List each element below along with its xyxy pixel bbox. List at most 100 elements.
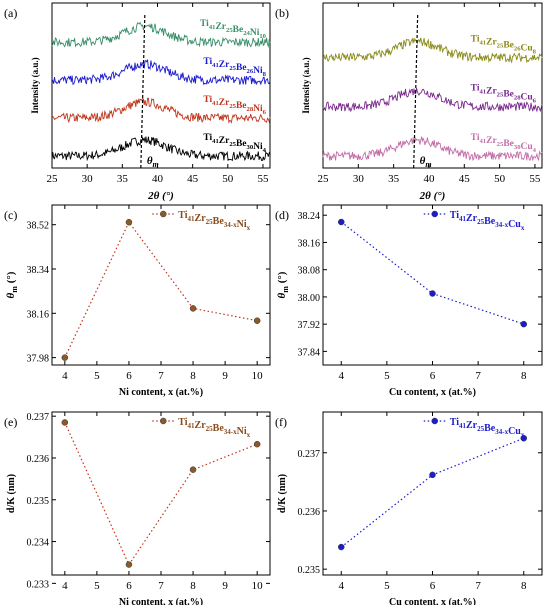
x-tick-label: 7 bbox=[475, 580, 481, 592]
data-point bbox=[520, 434, 527, 442]
panel-label: (b) bbox=[275, 6, 289, 20]
panel-c: 4 5 6 7 8 9 10 37.98 38.16 38.34 38.52 Ni content, … bbox=[4, 204, 271, 398]
x-axis-label: 2θ (°) bbox=[419, 190, 446, 202]
legend-label: Ti41Zr25Be34-xCux bbox=[450, 417, 525, 439]
y-tick-label: 38.16 bbox=[27, 309, 50, 320]
legend-marker bbox=[160, 210, 167, 218]
x-tick-label: 5 bbox=[94, 370, 100, 382]
y-tick-label: 37.98 bbox=[27, 354, 50, 365]
series-line bbox=[340, 221, 524, 325]
x-tick-label: 8 bbox=[190, 370, 196, 382]
data-point bbox=[338, 218, 345, 226]
x-tick-label: 40 bbox=[423, 173, 435, 185]
y-tick-label: 0.236 bbox=[298, 507, 321, 518]
x-tick-label: 50 bbox=[494, 173, 506, 185]
data-point bbox=[520, 320, 527, 328]
data-point bbox=[189, 305, 197, 312]
y-axis-label: θm (°) bbox=[5, 271, 19, 298]
panel-label: (c) bbox=[4, 208, 17, 222]
series-line bbox=[64, 221, 258, 358]
x-tick-label: 55 bbox=[529, 173, 541, 185]
panel-e: 4 5 6 7 8 9 10 0.233 0.234 0.235 0.236 0.237 Ni cont… bbox=[4, 411, 271, 605]
series-line bbox=[64, 422, 258, 566]
y-tick-label: 0.237 bbox=[27, 412, 50, 423]
data-point bbox=[61, 419, 69, 426]
x-tick-label: 9 bbox=[222, 370, 228, 382]
series-label: Ti41Zr25Be26Ni8 bbox=[203, 57, 266, 78]
x-tick-label: 6 bbox=[430, 370, 436, 382]
data-point bbox=[61, 354, 69, 361]
panel-label: (e) bbox=[4, 415, 17, 429]
panel-label: (d) bbox=[275, 208, 289, 222]
y-tick-label: 0.234 bbox=[27, 538, 50, 549]
x-tick-label: 8 bbox=[521, 580, 527, 592]
y-tick-label: 38.16 bbox=[298, 238, 321, 249]
y-tick-label: 0.236 bbox=[27, 454, 50, 465]
data-point bbox=[338, 543, 345, 551]
x-tick-label: 25 bbox=[318, 173, 330, 185]
y-tick-label: 37.92 bbox=[298, 320, 321, 331]
legend-marker bbox=[160, 417, 167, 425]
legend-label: Ti41Zr25Be34-xCux bbox=[450, 210, 525, 232]
plot-frame bbox=[322, 2, 543, 169]
series-line bbox=[51, 97, 271, 124]
series-line bbox=[51, 21, 271, 49]
x-tick-label: 5 bbox=[384, 580, 390, 592]
series-line bbox=[322, 136, 543, 161]
y-tick-label: 0.233 bbox=[27, 579, 50, 590]
x-axis-label: 2θ (°) bbox=[147, 190, 174, 202]
series-label: Ti41Zr25Be30Cu4 bbox=[471, 133, 537, 154]
y-tick-label: 38.00 bbox=[298, 293, 321, 304]
x-tick-label: 8 bbox=[521, 370, 527, 382]
x-tick-label: 40 bbox=[152, 173, 164, 185]
panel-f: 4 5 6 7 8 0.235 0.236 0.237 Cu content, x (at.%)… bbox=[275, 411, 543, 605]
series-line bbox=[340, 437, 525, 548]
x-tick-label: 5 bbox=[94, 580, 100, 592]
y-tick-label: 38.34 bbox=[27, 265, 50, 276]
y-tick-label: 0.235 bbox=[27, 496, 50, 507]
legend-marker bbox=[431, 210, 438, 218]
x-tick-label: 35 bbox=[388, 173, 400, 185]
series-label: Ti41Zr25Be24Ni10 bbox=[200, 19, 267, 40]
peak-label: θm bbox=[420, 155, 432, 169]
x-tick-label: 7 bbox=[158, 370, 164, 382]
x-tick-label: 8 bbox=[190, 580, 196, 592]
x-tick-label: 4 bbox=[62, 580, 68, 592]
y-tick-label: 0.235 bbox=[298, 565, 321, 576]
x-tick-label: 55 bbox=[257, 173, 269, 185]
y-tick-label: 0.237 bbox=[298, 449, 321, 460]
series-line bbox=[51, 136, 271, 162]
peak-marker-line bbox=[413, 14, 419, 169]
legend-label: Ti41Zr25Be34-xNix bbox=[178, 210, 250, 232]
legend-label: Ti41Zr25Be34-xNix bbox=[178, 417, 250, 439]
x-tick-label: 6 bbox=[430, 580, 436, 592]
data-point bbox=[125, 218, 133, 226]
x-tick-label: 45 bbox=[459, 173, 471, 185]
data-point bbox=[429, 290, 436, 297]
x-tick-label: 30 bbox=[82, 173, 94, 185]
data-point bbox=[189, 466, 197, 473]
series-label: Ti41Zr25Be30Ni4 bbox=[203, 133, 266, 154]
x-tick-label: 7 bbox=[158, 580, 164, 592]
x-tick-label: 25 bbox=[47, 173, 59, 185]
x-tick-label: 7 bbox=[475, 370, 481, 382]
x-tick-label: 6 bbox=[126, 370, 132, 382]
panel-d: 4 5 6 7 8 37.84 37.92 38.00 38.08 38.16 38.24 Cu co… bbox=[275, 204, 543, 398]
series-label: Ti41Zr25Be26Cu8 bbox=[471, 34, 537, 55]
plot-frame bbox=[51, 2, 271, 169]
x-tick-label: 4 bbox=[62, 370, 68, 382]
series-label: Ti41Zr25Be28Cu6 bbox=[471, 84, 537, 105]
x-tick-label: 35 bbox=[117, 173, 129, 185]
y-tick-label: 38.52 bbox=[27, 221, 50, 232]
y-axis-label: d/K (nm) bbox=[6, 474, 17, 513]
panel-label: (f) bbox=[275, 415, 287, 429]
x-tick-label: 4 bbox=[339, 580, 345, 592]
data-point bbox=[253, 440, 261, 448]
x-tick-label: 6 bbox=[126, 580, 132, 592]
x-tick-label: 45 bbox=[187, 173, 199, 185]
y-axis-label: Intensity (a.u.) bbox=[30, 57, 40, 113]
x-tick-label: 10 bbox=[252, 370, 264, 382]
peak-marker-line bbox=[140, 14, 146, 169]
series-line bbox=[323, 37, 543, 64]
